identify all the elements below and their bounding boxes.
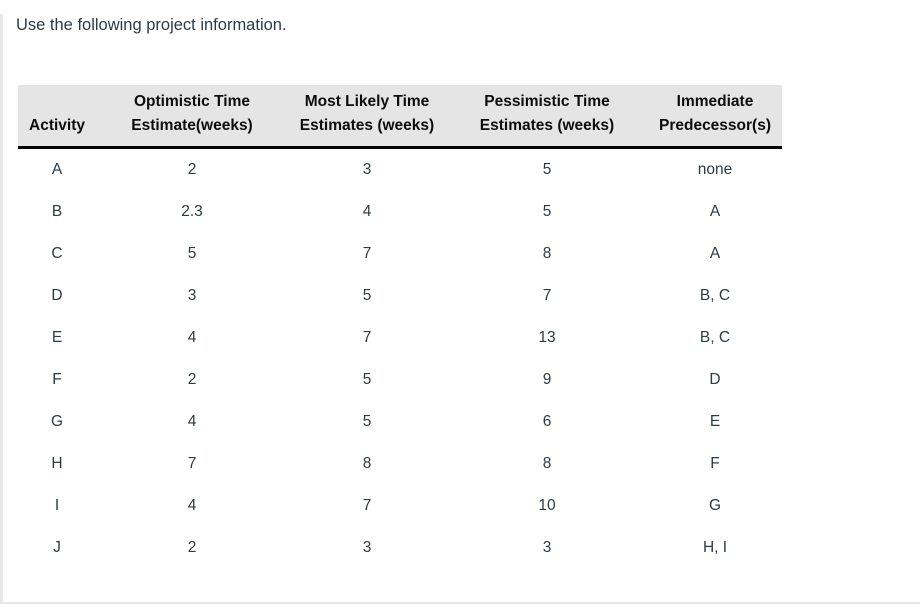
cell-optimistic: 2.3 [181, 203, 203, 220]
cell-activity: F [52, 371, 62, 388]
cell-most-likely: 7 [362, 497, 372, 514]
table-row: D 3 5 7 B, C [18, 275, 782, 317]
header-line1: Pessimistic Time [484, 93, 610, 110]
cell-pessimistic: 7 [542, 287, 552, 304]
cell-most-likely: 5 [362, 287, 372, 304]
cell-activity: E [51, 329, 63, 346]
cell-optimistic: 4 [187, 413, 197, 430]
header-line1: Most Likely Time [304, 93, 430, 110]
cell-pessimistic: 8 [542, 245, 552, 262]
cell-optimistic: 5 [187, 245, 197, 262]
cell-activity: H [51, 455, 63, 472]
cell-pessimistic: 9 [542, 371, 552, 388]
cell-activity: D [51, 287, 63, 304]
cell-pessimistic: 3 [542, 539, 552, 556]
table-row: H 7 8 8 F [18, 443, 782, 485]
header-line2: Predecessor(s) [658, 117, 771, 134]
cell-optimistic: 7 [187, 455, 197, 472]
header-line2: Activity [29, 117, 85, 134]
cell-activity: B [51, 203, 63, 220]
cell-activity: G [50, 413, 64, 430]
column-header-activity: Activity [18, 85, 96, 149]
cell-activity: A [51, 161, 63, 178]
table-row: B 2.3 4 5 A [18, 191, 782, 233]
table-header: Activity Optimistic Time Estimate(weeks)… [18, 85, 782, 149]
cell-most-likely: 7 [362, 245, 372, 262]
table-row: C 5 7 8 A [18, 233, 782, 275]
column-header-immediate-predecessors: Immediate Predecessor(s) [648, 85, 782, 149]
cell-optimistic: 3 [187, 287, 197, 304]
cell-predecessors: A [709, 203, 721, 220]
cell-optimistic: 4 [187, 497, 197, 514]
header-line1: Optimistic Time [134, 93, 250, 110]
cell-predecessors: B, C [699, 287, 731, 304]
cell-pessimistic: 10 [538, 497, 556, 514]
cell-pessimistic: 8 [542, 455, 552, 472]
column-header-optimistic-time: Optimistic Time Estimate(weeks) [96, 85, 288, 149]
cell-optimistic: 2 [187, 371, 197, 388]
cell-most-likely: 4 [362, 203, 372, 220]
cell-predecessors: H, I [702, 539, 728, 556]
cell-pessimistic: 5 [542, 161, 552, 178]
cell-predecessors: F [710, 455, 720, 472]
cell-most-likely: 5 [362, 371, 372, 388]
cell-activity: C [51, 245, 63, 262]
cell-predecessors: A [709, 245, 721, 262]
cell-predecessors: G [708, 497, 722, 514]
table-row: A 2 3 5 none [18, 148, 782, 192]
cell-optimistic: 2 [187, 539, 197, 556]
cell-predecessors: D [709, 371, 721, 388]
header-line2: Estimates (weeks) [479, 117, 615, 134]
table-row: E 4 7 13 B, C [18, 317, 782, 359]
header-row: Activity Optimistic Time Estimate(weeks)… [18, 85, 782, 149]
cell-pessimistic: 6 [542, 413, 552, 430]
table-row: G 4 5 6 E [18, 401, 782, 443]
table-body: A 2 3 5 none B 2.3 4 5 A C 5 7 8 A D 3 5… [18, 148, 782, 570]
cell-predecessors: E [709, 413, 721, 430]
table-row: J 2 3 3 H, I [18, 527, 782, 569]
page: { "question": { "prompt": "Use the follo… [0, 14, 920, 604]
cell-pessimistic: 5 [542, 203, 552, 220]
cell-most-likely: 8 [362, 455, 372, 472]
column-header-pessimistic-time: Pessimistic Time Estimates (weeks) [446, 85, 648, 149]
cell-most-likely: 7 [362, 329, 372, 346]
header-line1: Immediate [676, 93, 754, 110]
table-row: F 2 5 9 D [18, 359, 782, 401]
cell-predecessors: B, C [699, 329, 731, 346]
cell-optimistic: 4 [187, 329, 197, 346]
cell-predecessors: none [697, 161, 733, 178]
cell-most-likely: 3 [362, 539, 372, 556]
cell-most-likely: 5 [362, 413, 372, 430]
header-line2: Estimate(weeks) [131, 117, 253, 134]
cell-optimistic: 2 [187, 161, 197, 178]
cell-most-likely: 3 [362, 161, 372, 178]
project-information-table: Activity Optimistic Time Estimate(weeks)… [18, 85, 782, 569]
question-prompt: Use the following project information. [16, 16, 287, 34]
column-header-most-likely-time: Most Likely Time Estimates (weeks) [288, 85, 446, 149]
cell-activity: I [54, 497, 60, 514]
header-line2: Estimates (weeks) [299, 117, 435, 134]
cell-pessimistic: 13 [538, 329, 556, 346]
table-row: I 4 7 10 G [18, 485, 782, 527]
cell-activity: J [53, 539, 61, 556]
